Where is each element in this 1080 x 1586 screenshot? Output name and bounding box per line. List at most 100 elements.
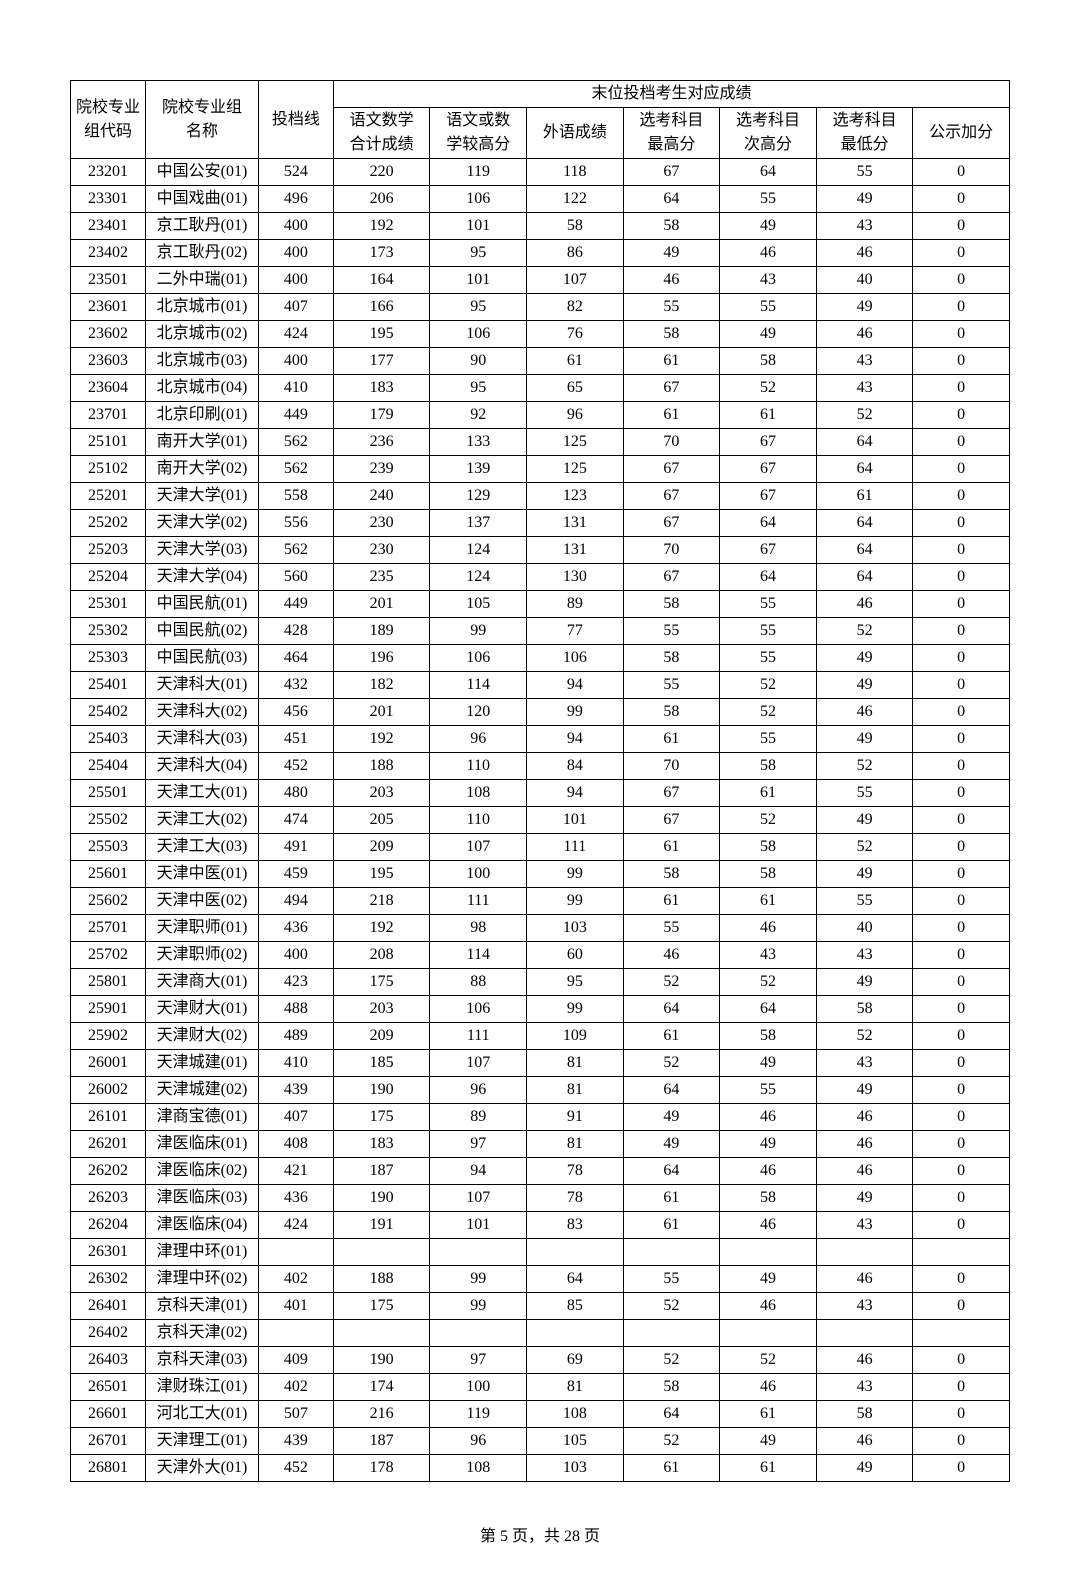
cell-score: 0 — [913, 672, 1010, 699]
cell-score: 49 — [720, 1131, 817, 1158]
table-row: 23603北京城市(03)40017790616158430 — [71, 348, 1010, 375]
table-row: 25902天津财大(02)4892091111096158520 — [71, 1023, 1010, 1050]
cell-score: 201 — [333, 699, 430, 726]
cell-score: 131 — [527, 510, 624, 537]
cell-score: 91 — [527, 1104, 624, 1131]
cell-score: 70 — [623, 537, 720, 564]
cell-score: 55 — [623, 672, 720, 699]
cell-line: 507 — [258, 1401, 333, 1428]
cell-score: 100 — [430, 1374, 527, 1401]
cell-line: 400 — [258, 267, 333, 294]
cell-score: 55 — [720, 645, 817, 672]
cell-score: 0 — [913, 456, 1010, 483]
table-row: 25403天津科大(03)45119296946155490 — [71, 726, 1010, 753]
cell-score: 189 — [333, 618, 430, 645]
header-code: 院校专业组代码 — [71, 81, 146, 159]
table-row: 25302中国民航(02)42818999775555520 — [71, 618, 1010, 645]
cell-name: 天津工大(02) — [146, 807, 259, 834]
cell-score: 67 — [623, 564, 720, 591]
cell-score: 190 — [333, 1347, 430, 1374]
cell-name: 中国公安(01) — [146, 159, 259, 186]
table-row: 25402天津科大(02)456201120995852460 — [71, 699, 1010, 726]
cell-score: 0 — [913, 510, 1010, 537]
cell-score: 64 — [623, 1158, 720, 1185]
cell-score: 97 — [430, 1131, 527, 1158]
cell-score: 89 — [430, 1104, 527, 1131]
cell-score: 49 — [816, 807, 913, 834]
table-row: 25203天津大学(03)5622301241317067640 — [71, 537, 1010, 564]
cell-name: 北京城市(02) — [146, 321, 259, 348]
cell-score: 46 — [720, 1293, 817, 1320]
table-row: 25502天津工大(02)4742051101016752490 — [71, 807, 1010, 834]
table-row: 26101津商宝德(01)40717589914946460 — [71, 1104, 1010, 1131]
cell-line: 409 — [258, 1347, 333, 1374]
cell-score: 64 — [816, 429, 913, 456]
cell-score: 0 — [913, 186, 1010, 213]
cell-score: 107 — [430, 1185, 527, 1212]
cell-score: 58 — [816, 1401, 913, 1428]
cell-name: 天津职师(01) — [146, 915, 259, 942]
cell-code: 23402 — [71, 240, 146, 267]
cell-score: 106 — [527, 645, 624, 672]
cell-score: 49 — [816, 645, 913, 672]
header-last-group: 末位投档考生对应成绩 — [333, 81, 1009, 108]
cell-score: 64 — [623, 1077, 720, 1104]
cell-score: 69 — [527, 1347, 624, 1374]
table-row: 26402京科天津(02) — [71, 1320, 1010, 1347]
cell-score: 64 — [720, 564, 817, 591]
cell-code: 25204 — [71, 564, 146, 591]
cell-score: 49 — [816, 1455, 913, 1482]
cell-score: 61 — [623, 1212, 720, 1239]
cell-score: 188 — [333, 1266, 430, 1293]
cell-score: 0 — [913, 1455, 1010, 1482]
cell-score: 0 — [913, 294, 1010, 321]
cell-score: 95 — [430, 240, 527, 267]
header-s3: 外语成绩 — [527, 108, 624, 159]
cell-name: 天津中医(01) — [146, 861, 259, 888]
cell-score: 46 — [816, 1158, 913, 1185]
cell-score: 49 — [816, 186, 913, 213]
cell-score: 0 — [913, 267, 1010, 294]
cell-score: 61 — [720, 888, 817, 915]
cell-score: 55 — [720, 618, 817, 645]
cell-score: 58 — [720, 861, 817, 888]
cell-score: 55 — [816, 888, 913, 915]
table-row: 25101南开大学(01)5622361331257067640 — [71, 429, 1010, 456]
cell-score: 55 — [623, 915, 720, 942]
cell-score: 208 — [333, 942, 430, 969]
cell-score: 49 — [623, 1131, 720, 1158]
cell-score: 107 — [430, 834, 527, 861]
cell-name: 天津城建(02) — [146, 1077, 259, 1104]
cell-score: 43 — [816, 1050, 913, 1077]
cell-score: 52 — [623, 1293, 720, 1320]
cell-name: 津医临床(02) — [146, 1158, 259, 1185]
cell-code: 25303 — [71, 645, 146, 672]
cell-line: 449 — [258, 591, 333, 618]
cell-score: 67 — [720, 456, 817, 483]
cell-code: 23201 — [71, 159, 146, 186]
cell-score: 49 — [816, 672, 913, 699]
table-row: 23602北京城市(02)424195106765849460 — [71, 321, 1010, 348]
cell-line: 474 — [258, 807, 333, 834]
cell-score: 61 — [623, 888, 720, 915]
cell-score: 58 — [720, 834, 817, 861]
cell-score: 97 — [430, 1347, 527, 1374]
cell-score: 182 — [333, 672, 430, 699]
table-row: 23701北京印刷(01)44917992966161520 — [71, 402, 1010, 429]
cell-code: 25501 — [71, 780, 146, 807]
cell-score: 95 — [430, 375, 527, 402]
cell-name: 天津科大(03) — [146, 726, 259, 753]
cell-code: 26501 — [71, 1374, 146, 1401]
cell-line: 562 — [258, 537, 333, 564]
cell-score: 58 — [623, 591, 720, 618]
cell-line: 408 — [258, 1131, 333, 1158]
cell-score: 166 — [333, 294, 430, 321]
cell-code: 25701 — [71, 915, 146, 942]
cell-score: 40 — [816, 915, 913, 942]
cell-score: 52 — [623, 969, 720, 996]
cell-score: 82 — [527, 294, 624, 321]
table-row: 25503天津工大(03)4912091071116158520 — [71, 834, 1010, 861]
cell-score: 58 — [720, 1023, 817, 1050]
table-row: 25201天津大学(01)5582401291236767610 — [71, 483, 1010, 510]
cell-score: 64 — [720, 510, 817, 537]
